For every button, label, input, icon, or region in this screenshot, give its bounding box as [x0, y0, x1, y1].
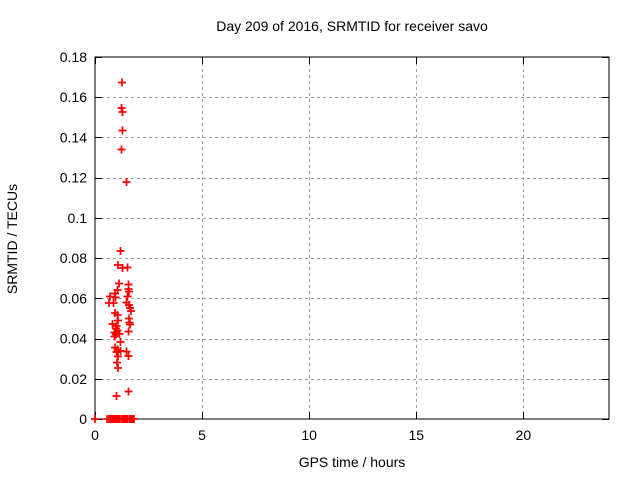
scatter-points [91, 78, 138, 423]
y-tick-label: 0.14 [60, 129, 87, 145]
y-tick-label: 0.12 [60, 170, 87, 186]
x-tick-label: 5 [198, 427, 206, 443]
y-tick-label: 0.16 [60, 89, 87, 105]
x-tick-label: 15 [408, 427, 424, 443]
y-tick-label: 0.1 [68, 210, 88, 226]
x-tick-label: 0 [91, 427, 99, 443]
y-tick-label: 0.06 [60, 290, 87, 306]
y-tick-label: 0.18 [60, 49, 87, 65]
chart-title: Day 209 of 2016, SRMTID for receiver sav… [216, 18, 488, 34]
y-tick-label: 0.04 [60, 331, 87, 347]
x-axis-label: GPS time / hours [298, 454, 406, 470]
scatter-point-markers [91, 78, 138, 423]
x-tick-label: 10 [301, 427, 317, 443]
y-tick-label: 0.08 [60, 250, 87, 266]
y-tick-label: 0 [79, 411, 87, 427]
y-tick-label: 0.02 [60, 371, 87, 387]
x-tick-label: 20 [516, 427, 532, 443]
plot-border [94, 56, 610, 420]
